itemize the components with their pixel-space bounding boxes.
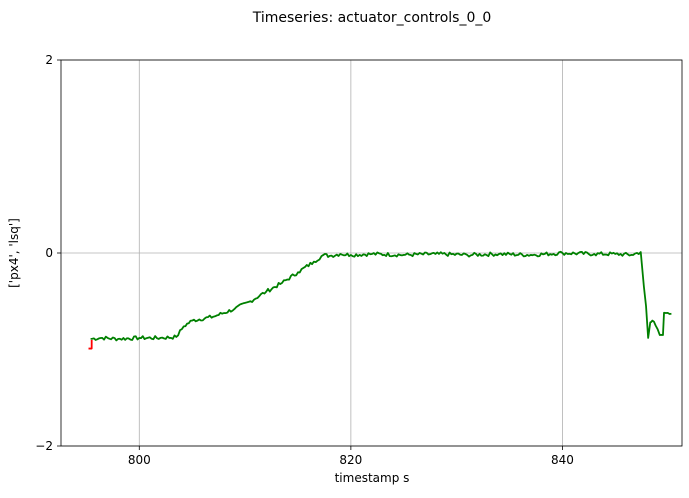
x-axis-label: timestamp s	[335, 471, 410, 485]
y-tick-label: 0	[45, 246, 53, 260]
series-line-green	[90, 250, 672, 342]
x-tick-label: 820	[339, 453, 362, 467]
chart-title: Timeseries: actuator_controls_0_0	[252, 10, 492, 26]
y-tick-label: 2	[45, 53, 53, 67]
x-tick-label: 840	[551, 453, 574, 467]
y-axis-label: ['px4', 'lsq']	[7, 218, 21, 288]
x-tick-label: 800	[128, 453, 151, 467]
series-line-red	[88, 339, 93, 350]
axis-ticks: 800 820 840 −2 0 2	[35, 53, 574, 467]
y-tick-label: −2	[35, 439, 53, 453]
series-lines	[88, 250, 672, 350]
